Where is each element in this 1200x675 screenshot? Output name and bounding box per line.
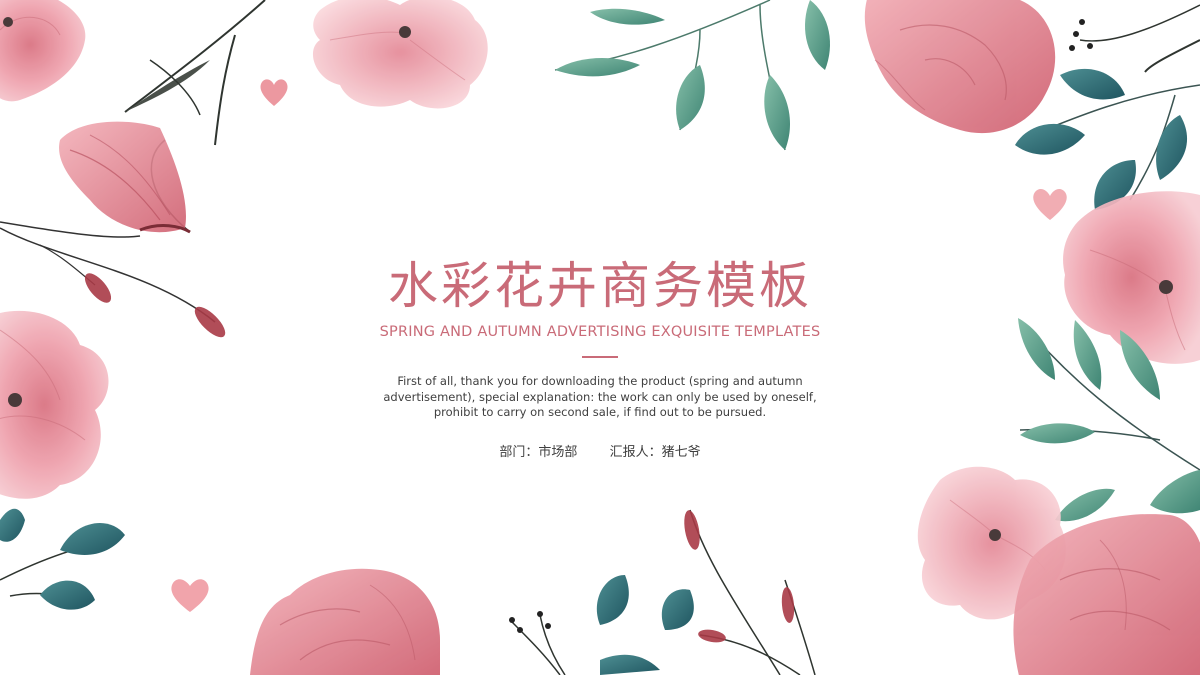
flower-right xyxy=(1063,191,1200,364)
flower-top-center xyxy=(312,0,488,109)
leaves-right xyxy=(1018,318,1200,522)
flower-left xyxy=(0,310,109,499)
heart-right xyxy=(1033,189,1067,220)
title-block: 水彩花卉商务模板 SPRING AND AUTUMN ADVERTISING E… xyxy=(300,250,900,460)
stems-bottom-center xyxy=(509,509,816,675)
presenter-info: 部门：市场部 汇报人：猪七爷 xyxy=(300,441,900,460)
leaves-top-center xyxy=(554,0,830,151)
main-title: 水彩花卉商务模板 xyxy=(388,257,812,315)
flower-top-left xyxy=(0,0,86,102)
heart-bottom-left xyxy=(171,579,209,612)
leaves-bottom-left xyxy=(0,508,125,610)
description-text: First of all, thank you for downloading … xyxy=(383,374,817,419)
heart-top-left xyxy=(260,79,288,106)
rose-top-right xyxy=(864,0,1056,134)
rose-bottom-right xyxy=(1013,514,1200,675)
bud-flower-left xyxy=(59,121,191,234)
rose-bottom-center xyxy=(250,568,440,675)
subtitle: SPRING AND AUTUMN ADVERTISING EXQUISITE … xyxy=(379,324,821,340)
stem-berries-left xyxy=(0,221,226,338)
title-divider xyxy=(582,356,618,358)
department-label: 部门：市场部 xyxy=(499,444,578,460)
reporter-label: 汇报人：猪七爷 xyxy=(609,444,701,460)
leaves-top-right xyxy=(1015,4,1200,210)
